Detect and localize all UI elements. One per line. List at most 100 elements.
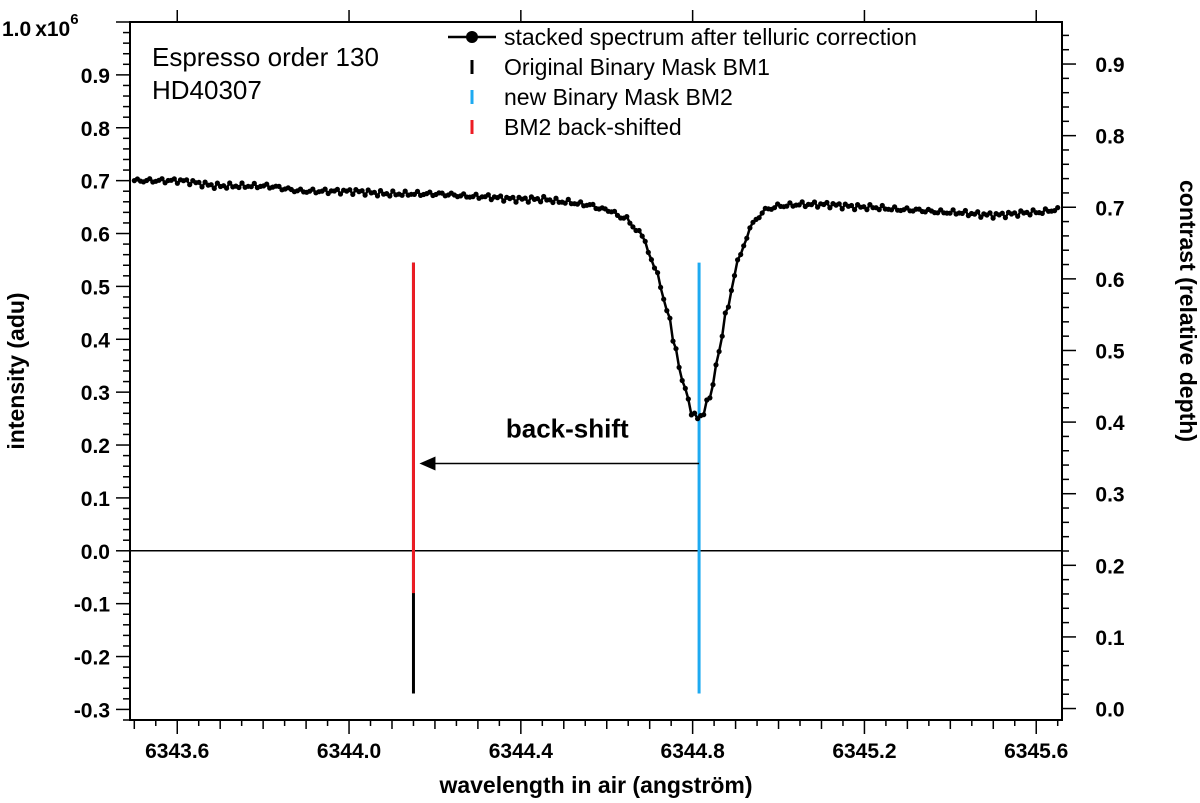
spectrum-point — [990, 215, 996, 221]
spectrum-point — [264, 181, 270, 187]
spectrum-point — [670, 338, 676, 344]
y-multiplier-exponent: 6 — [70, 11, 78, 28]
x-axis-title: wavelength in air (angström) — [438, 772, 752, 798]
spectrum-point — [630, 224, 636, 230]
spectrum-point — [590, 201, 596, 207]
spectrum-point — [184, 177, 190, 183]
spectrum-point — [836, 201, 842, 207]
spectrum-point — [731, 273, 738, 279]
spectrum-point — [159, 176, 165, 182]
spectrum-point — [399, 192, 405, 198]
spectrum-point — [636, 227, 642, 234]
spectrum-point — [824, 199, 830, 206]
spectrum-point — [947, 210, 953, 216]
spectrum-point — [664, 308, 670, 314]
spectrum-point — [642, 238, 648, 244]
spectrum-point — [171, 176, 177, 182]
y-tick-label: 0.4 — [81, 329, 111, 352]
spectrum-point — [787, 200, 793, 206]
spectrum-point — [1012, 210, 1018, 216]
spectrum-point — [461, 191, 467, 197]
spectrum-point — [852, 207, 858, 213]
legend-label: new Binary Mask BM2 — [504, 84, 733, 110]
spectrum-point — [691, 410, 698, 416]
spectrum-point — [534, 196, 541, 202]
spectrum-point — [725, 304, 732, 310]
spectrum-point — [276, 183, 282, 189]
spectrum-point — [402, 188, 408, 194]
back-shift-label: back-shift — [506, 414, 629, 444]
spectrum-point — [978, 214, 984, 220]
spectrum-point — [827, 205, 833, 211]
y2-axis-title: contrast (relative depth) — [1175, 180, 1200, 442]
corner-text: Espresso order 130 — [152, 42, 379, 72]
spectrum-point — [645, 249, 651, 255]
spectrum-point — [174, 180, 180, 186]
y-tick-label: 0.2 — [81, 435, 110, 458]
spectrum-point — [187, 182, 193, 188]
spectrum-point — [756, 215, 762, 221]
y-tick-label: -0.1 — [74, 594, 111, 617]
spectrum-point — [310, 186, 316, 192]
spectrum-point — [147, 176, 153, 182]
y2-tick-label: 0.0 — [1095, 699, 1124, 722]
spectrum-point — [196, 179, 202, 185]
legend-label: stacked spectrum after telluric correcti… — [504, 24, 917, 50]
y2-tick-label: 0.7 — [1095, 197, 1124, 220]
spectrum-point — [655, 270, 661, 276]
y-tick-label: 0.5 — [81, 276, 111, 299]
spectrum-point — [661, 296, 667, 302]
spectrum-point — [771, 205, 778, 211]
spectrum-point — [651, 265, 658, 271]
spectrum-point — [1039, 210, 1045, 216]
y-tick-label: -0.3 — [74, 699, 110, 722]
legend-label: BM2 back-shifted — [504, 114, 682, 140]
y2-tick-label: 0.2 — [1095, 555, 1124, 578]
spectrum-point — [999, 210, 1005, 216]
y-tick-label: 0.9 — [81, 65, 110, 88]
spectrum-line — [133, 177, 1059, 421]
x-tick-label: 6344.0 — [317, 740, 381, 763]
spectrum-point — [839, 206, 845, 212]
spectrum-point — [322, 186, 328, 192]
spectrum-point — [1002, 215, 1009, 221]
spectrum-point — [510, 194, 516, 200]
y-tick-label: 0.8 — [81, 118, 111, 141]
spectrum-point — [799, 199, 805, 205]
spectrum-point — [211, 185, 217, 191]
spectrum-point — [667, 315, 673, 321]
spectrum-point — [719, 333, 725, 339]
y-tick-label: 0.6 — [81, 224, 110, 247]
spectrum-point — [359, 188, 365, 194]
spectrum-point — [673, 346, 679, 352]
spectrum-point — [371, 189, 377, 195]
spectrum-point — [648, 257, 655, 263]
y2-tick-label: 0.8 — [1095, 126, 1125, 149]
y-tick-label: 0.3 — [81, 382, 110, 405]
x-tick-label: 6344.4 — [489, 740, 554, 763]
spectrum-point — [848, 202, 855, 209]
spectrum-point — [501, 198, 507, 204]
spectrum-point — [1055, 205, 1061, 211]
y-multiplier: x10 — [35, 18, 70, 41]
spectrum-point — [811, 199, 818, 205]
spectrum-point — [553, 195, 559, 201]
spectrum-point — [541, 193, 547, 200]
spectrum-point — [1015, 213, 1021, 219]
spectrum-point — [658, 284, 664, 290]
spectrum-point — [390, 188, 396, 194]
y-tick-label: 0.7 — [81, 171, 110, 194]
spectrum-point — [562, 200, 568, 206]
spectrum-point — [224, 185, 230, 191]
spectrum-point — [387, 193, 393, 199]
y2-tick-label: 0.4 — [1095, 412, 1125, 435]
spectrum-point — [710, 382, 716, 388]
spectrum-point — [513, 199, 519, 205]
spectrum-point — [251, 180, 257, 186]
spectrum-point — [707, 395, 713, 401]
spectrum-point — [784, 203, 790, 209]
spectrum-point — [624, 214, 630, 220]
spectrum-point — [611, 208, 618, 214]
spectrum-point — [337, 191, 344, 197]
